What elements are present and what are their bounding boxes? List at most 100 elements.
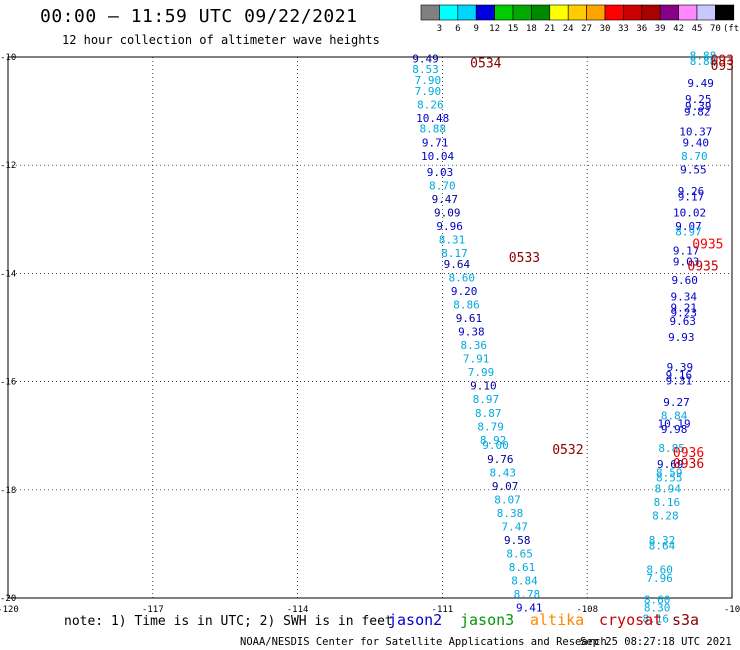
colorbar-swatch [420,4,440,21]
data-point-label: 9.17 [673,244,700,257]
colorbar-label: 3 [437,24,442,34]
time-label: 0936 [673,446,704,461]
data-point-label: 8.32 [649,534,676,547]
colorbar-label: 45 [692,24,703,34]
legend-item-cryosat: cryosat [599,611,662,629]
colorbar-swatch [549,4,569,21]
data-point-label: 9.17 [678,190,705,203]
data-point-label: 8.92 [480,434,507,447]
data-point-label: 7.91 [463,353,490,366]
plot-grid [7,56,733,599]
data-point-label: 10.04 [421,150,454,163]
data-point-label: 8.94 [655,483,682,496]
footer-credit: NOAA/NESDIS Center for Satellite Applica… [240,636,607,648]
data-point-label: 9.27 [663,396,690,409]
data-point-label: 9.07 [492,480,519,493]
colorbar-swatch [715,4,735,21]
x-tick-label: -120 [0,605,19,615]
colorbar-label: 21 [544,24,555,34]
axis-tick-labels: -120 -117 -114 -111 -108 -10 -10 -12 -14 -16 -18 -2… [0,53,740,615]
colorbar-label: 39 [655,24,666,34]
time-label: 0936 [673,457,704,472]
data-point-label: 9.38 [458,326,485,339]
colorbar-label: (ft) [723,24,740,34]
time-label: 0935 [692,238,723,253]
data-point-label: 8.70 [681,150,708,163]
page-title: 00:00 – 11:59 UTC 09/22/2021 [40,6,358,27]
colorbar-label: 33 [618,24,629,34]
colorbar-swatch [641,4,661,21]
data-point-label: 8.84 [661,409,688,422]
data-point-label: 8.60 [644,593,671,606]
y-tick-label: -18 [0,486,16,496]
data-point-label: 8.88 [690,55,717,68]
data-point-label: 8.36 [461,339,488,352]
data-point-label: 9.49 [687,77,714,90]
colorbar-label: 36 [636,24,647,34]
colorbar-swatch [457,4,477,21]
colorbar-label: 70 [710,24,721,34]
data-point-label: 8.26 [417,98,444,111]
data-point-label: 8.85 [658,442,685,455]
time-label: 093 [711,54,734,69]
x-tick-label: -111 [432,605,454,615]
colorbar-swatch [567,4,587,21]
data-point-label: 9.26 [678,185,705,198]
colorbar-label: 9 [473,24,478,34]
data-point-label: 9.16 [666,369,693,382]
data-point-label: 8.38 [497,507,524,520]
time-label: 0532 [552,443,583,458]
colorbar-label: 27 [581,24,592,34]
time-label: 0935 [687,259,718,274]
x-tick-label: -108 [576,605,598,615]
data-point-label: 9.60 [671,274,698,287]
data-point-label: 9.23 [670,307,697,320]
data-point-label: 9.41 [516,602,543,615]
data-point-label: 8.78 [514,588,541,601]
data-point-label: 8.97 [675,226,702,239]
plot-border [7,56,733,599]
y-tick-label: -10 [0,53,16,63]
data-point-label: 9.03 [673,255,700,268]
data-point-label: 9.25 [685,93,712,106]
data-point-label: 9.61 [456,312,483,325]
colorbar-swatch [494,4,514,21]
footer-timestamp: Sep 25 08:27:18 UTC 2021 [580,636,732,648]
data-point-label: 8.97 [473,393,500,406]
data-point-label: 9.00 [482,439,509,452]
data-point-label: 8.60 [448,272,475,285]
data-point-label: 9.98 [661,423,688,436]
y-tick-label: -12 [0,161,16,171]
x-tick-label: -117 [142,605,164,615]
data-point-label: 9.82 [684,105,711,118]
legend-item-jason3: jason3 [460,611,514,629]
data-point-label: 9.21 [670,301,697,314]
data-point-label: 10.19 [658,418,691,431]
satellite-legend: jason2 jason3 altika cryosat s3a [388,611,699,629]
data-point-label: 9.49 [412,52,439,65]
colorbar-label: 6 [455,24,460,34]
legend-item-altika: altika [530,611,584,629]
data-point-label: 8.65 [506,547,533,560]
legend-item-jason2: jason2 [388,611,442,629]
data-point-label: 9.76 [487,453,514,466]
data-point-label: 9.71 [422,136,449,149]
data-point-label: 8.43 [489,466,516,479]
data-point-label: 8.79 [477,420,504,433]
footer-note: note: 1) Time is in UTC; 2) SWH is in fe… [64,614,393,629]
data-point-label: 9.07 [675,220,702,233]
colorbar-swatch [531,4,551,21]
data-point-label: 8.16 [642,612,669,625]
data-point-label: 8.07 [494,493,521,506]
data-point-label: 8.55 [656,472,683,485]
data-point-label: 7.90 [415,74,442,87]
data-point-label: 9.58 [504,534,531,547]
colorbar-label: 15 [508,24,519,34]
y-tick-label: -20 [0,594,16,604]
data-point-label: 10.48 [416,112,449,125]
data-point-label: 9.69 [657,458,684,471]
data-point-label: 8.61 [509,561,536,574]
data-point-label: 8.84 [511,574,538,587]
data-point-label: 8.88 [690,50,717,63]
